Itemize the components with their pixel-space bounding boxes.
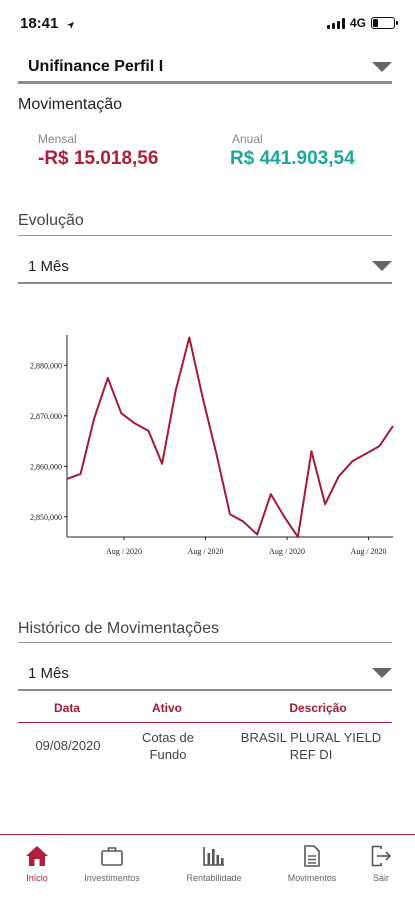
tab-movimentos[interactable]: Movimentos <box>276 845 348 883</box>
tab-rentabilidade[interactable]: Rentabilidade <box>174 845 254 883</box>
home-icon <box>26 846 48 866</box>
historico-period-value: 1 Mês <box>28 664 69 682</box>
chevron-down-icon <box>372 61 392 72</box>
history-table-header: Data Ativo Descrição <box>18 697 392 723</box>
row-descricao-line1: BRASIL PLURAL YIELD <box>240 730 382 745</box>
evolucao-divider <box>18 235 392 236</box>
tab-rentabilidade-label: Rentabilidade <box>186 873 242 883</box>
row-descricao-line2: REF DI <box>289 747 333 762</box>
logout-icon <box>371 845 392 867</box>
bottom-tab-bar: Início Investimentos Rentabilidade Movim… <box>0 834 415 900</box>
status-bar: 18:41 4G <box>0 0 415 44</box>
mensal-value: -R$ 15.018,56 <box>38 148 159 169</box>
evolucao-line-chart: 2,880,000 2,870,000 2,860,000 2,850,000 Aug … <box>30 335 394 556</box>
location-arrow-icon <box>66 17 75 35</box>
tab-investimentos[interactable]: Investimentos <box>72 845 152 883</box>
chevron-down-icon <box>372 668 392 678</box>
profile-select-value: Unifinance Perfil I <box>28 57 164 75</box>
status-time: 18:41 <box>20 15 59 32</box>
row-data: 09/08/2020 <box>35 738 101 753</box>
column-header-ativo: Ativo <box>152 701 182 715</box>
battery-icon <box>371 17 398 29</box>
y-tick-label: 2,850,000 <box>30 513 62 522</box>
tab-inicio[interactable]: Início <box>14 845 60 883</box>
anual-label: Anual <box>232 132 263 146</box>
document-icon <box>304 845 320 867</box>
tab-investimentos-label: Investimentos <box>84 873 140 883</box>
tab-movimentos-label: Movimentos <box>287 873 337 883</box>
tab-inicio-label: Início <box>26 873 48 883</box>
evolucao-period-select[interactable]: 1 Mês <box>18 250 392 284</box>
network-label: 4G <box>349 16 366 30</box>
x-tick-label: Aug / 2020 <box>106 547 142 556</box>
tab-sair-label: Sair <box>372 873 389 883</box>
column-header-descricao: Descrição <box>289 701 347 715</box>
tab-sair[interactable]: Sair <box>364 845 398 883</box>
y-tick-label: 2,860,000 <box>30 462 62 471</box>
chevron-down-icon <box>372 261 392 271</box>
row-ativo-line2: Fundo <box>149 747 187 762</box>
y-tick-label: 2,880,000 <box>30 361 62 370</box>
evolucao-title: Evolução <box>18 212 84 229</box>
row-ativo-line1: Cotas de <box>141 730 195 745</box>
signal-icon <box>326 17 345 29</box>
x-tick-label: Aug / 2020 <box>269 547 305 556</box>
anual-value: R$ 441.903,54 <box>230 148 355 169</box>
series-line <box>66 336 394 538</box>
column-header-data: Data <box>53 701 80 715</box>
briefcase-icon <box>101 847 123 866</box>
movimentacao-title: Movimentação <box>18 96 123 113</box>
x-tick-label: Aug / 2020 <box>188 547 224 556</box>
evolucao-period-value: 1 Mês <box>28 257 69 275</box>
historico-period-select[interactable]: 1 Mês <box>18 657 392 691</box>
profile-select[interactable]: Unifinance Perfil I <box>18 52 392 84</box>
bar-chart-icon <box>203 847 224 866</box>
y-tick-label: 2,870,000 <box>30 412 62 421</box>
x-tick-label: Aug / 2020 <box>351 547 387 556</box>
historico-divider <box>18 642 392 643</box>
mensal-label: Mensal <box>38 132 77 146</box>
historico-title: Histórico de Movimentações <box>18 620 219 637</box>
